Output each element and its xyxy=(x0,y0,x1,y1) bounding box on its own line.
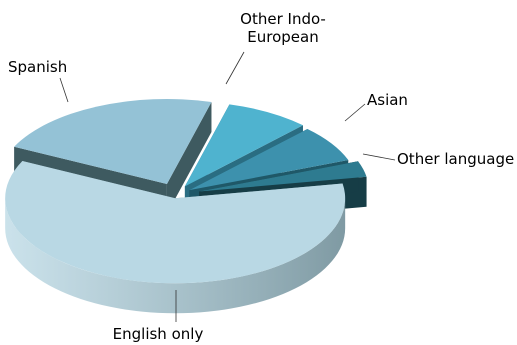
slice-english-only-side xyxy=(5,198,346,314)
slice-english-only-top xyxy=(5,161,346,284)
slice-other-indo-european-top xyxy=(184,104,303,187)
label-english-only: English only xyxy=(113,325,204,343)
slice-english-only xyxy=(5,161,346,314)
label-asian: Asian xyxy=(367,91,408,109)
label-spanish-leader xyxy=(59,77,69,103)
slice-spanish-top xyxy=(14,98,212,184)
label-other-language-leader xyxy=(362,153,396,161)
slice-spanish-wall-1 xyxy=(166,101,212,214)
label-other-indo-european-leader xyxy=(225,51,245,85)
slices-layer xyxy=(5,98,367,314)
label-other-language: Other language xyxy=(397,150,514,168)
label-other-indo-european: Other Indo-European xyxy=(240,10,326,46)
slice-other-language-top xyxy=(199,161,367,192)
slice-asian-top xyxy=(189,129,349,191)
labels-layer: English only Spanish Other Indo-European As… xyxy=(8,10,514,343)
label-asian-leader xyxy=(344,103,366,122)
label-spanish: Spanish xyxy=(8,58,67,76)
